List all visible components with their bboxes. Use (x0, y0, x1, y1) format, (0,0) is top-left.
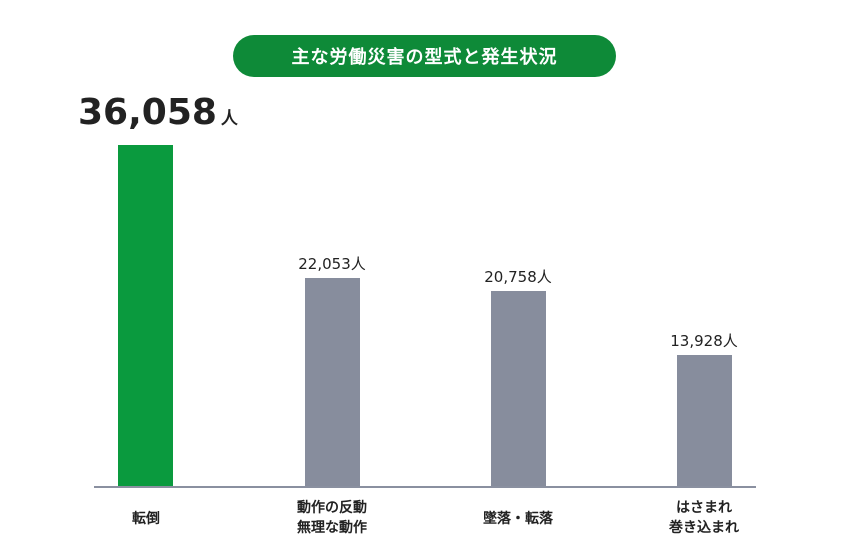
category-line: 墜落・転落 (483, 511, 553, 527)
value-label-bar-2: 22,053人 (298, 255, 366, 273)
category-label-3: 墜落・転落 (438, 509, 598, 529)
value-label-bar-3: 20,758人 (484, 268, 552, 286)
x-axis-line (94, 486, 756, 488)
chart-title: 主な労働災害の型式と発生状況 (233, 35, 616, 77)
category-label-4: はさまれ 巻き込まれ (624, 498, 784, 538)
bar-tentou (118, 145, 173, 486)
category-line: 巻き込まれ (669, 520, 739, 536)
category-line: 無理な動作 (297, 520, 367, 536)
bar-tsuiraku-tenraku (491, 291, 546, 486)
value-label-bar-4: 13,928人 (670, 332, 738, 350)
value-label-bar-1: 36,058 人 (78, 92, 238, 133)
value-unit: 人 (220, 109, 238, 129)
bar-hasamare (677, 355, 732, 486)
category-label-2: 動作の反動 無理な動作 (252, 498, 412, 538)
value-number: 36,058 (78, 92, 217, 133)
category-label-1: 転倒 (66, 509, 226, 529)
category-line: はさまれ (676, 500, 732, 516)
bar-dousa-handou (305, 278, 360, 486)
category-line: 転倒 (132, 511, 160, 527)
category-line: 動作の反動 (297, 500, 367, 516)
